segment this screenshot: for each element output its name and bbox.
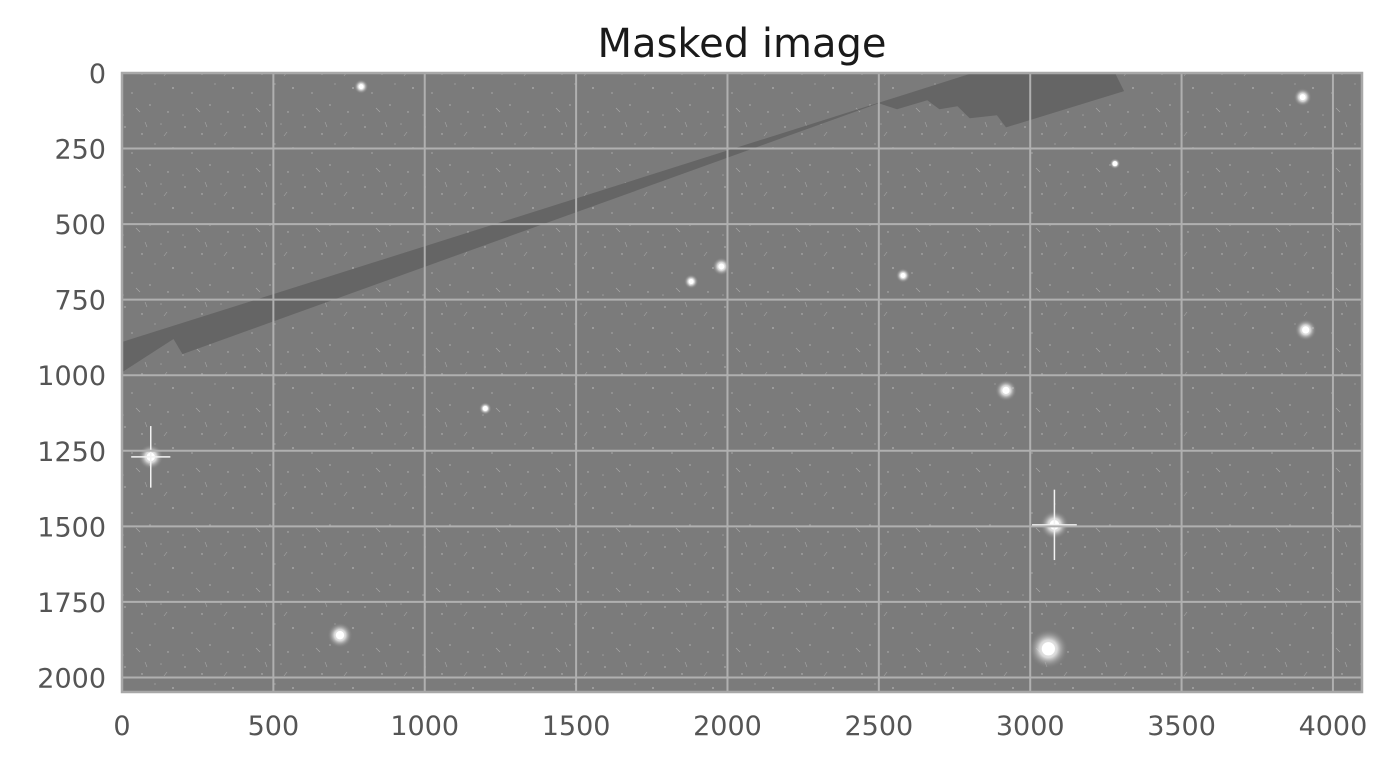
bright-source <box>327 622 353 648</box>
y-tick-label: 1000 <box>37 361 106 392</box>
image-area <box>122 73 1362 692</box>
y-tick-label: 0 <box>89 59 106 90</box>
plot-frame <box>120 71 1364 694</box>
x-tick-label: 1000 <box>390 711 459 742</box>
x-tick-label: 3500 <box>1147 711 1216 742</box>
bright-source <box>1293 88 1312 107</box>
x-tick-label: 2500 <box>844 711 913 742</box>
x-tick-label: 3000 <box>996 711 1065 742</box>
source-core <box>1041 642 1055 656</box>
source-core <box>482 405 488 411</box>
source-core <box>1002 386 1010 394</box>
bright-source <box>1109 158 1121 170</box>
y-tick-label: 1750 <box>37 588 106 619</box>
masked-region <box>122 73 1125 373</box>
bright-source <box>995 379 1017 402</box>
source-core <box>358 84 364 90</box>
bright-sources <box>131 79 1317 669</box>
x-tick-label: 2000 <box>693 711 762 742</box>
x-tick-label: 1500 <box>542 711 611 742</box>
source-core <box>1299 94 1306 101</box>
y-tick-label: 500 <box>54 210 106 241</box>
image-background <box>122 73 1362 692</box>
grid-lines <box>122 73 1362 692</box>
bright-source <box>1028 628 1069 669</box>
bright-source <box>1294 319 1317 341</box>
y-tick-label: 750 <box>54 286 106 317</box>
bright-source <box>895 268 911 283</box>
y-tick-label: 1500 <box>37 512 106 543</box>
source-core <box>900 273 906 279</box>
bright-source <box>478 402 492 415</box>
source-core <box>1302 326 1310 334</box>
bright-source <box>353 79 369 94</box>
bright-source <box>683 274 699 289</box>
y-tick-label: 1250 <box>37 437 106 468</box>
bright-source <box>712 257 731 276</box>
source-core <box>1112 161 1118 167</box>
source-core <box>688 279 694 285</box>
x-tick-label: 500 <box>248 711 300 742</box>
x-tick-label: 0 <box>113 711 130 742</box>
x-tick-label: 4000 <box>1299 711 1368 742</box>
y-tick-label: 2000 <box>37 663 106 694</box>
chart-title: Masked image <box>598 21 887 67</box>
y-axis: 0 250 500 750 1000 1250 1500 1750 2000 <box>37 59 106 694</box>
x-axis: 0 500 1000 1500 2000 2500 3000 3500 4000 <box>113 711 1367 742</box>
source-core <box>335 630 345 640</box>
source-core <box>718 263 725 270</box>
y-tick-label: 250 <box>54 135 106 166</box>
